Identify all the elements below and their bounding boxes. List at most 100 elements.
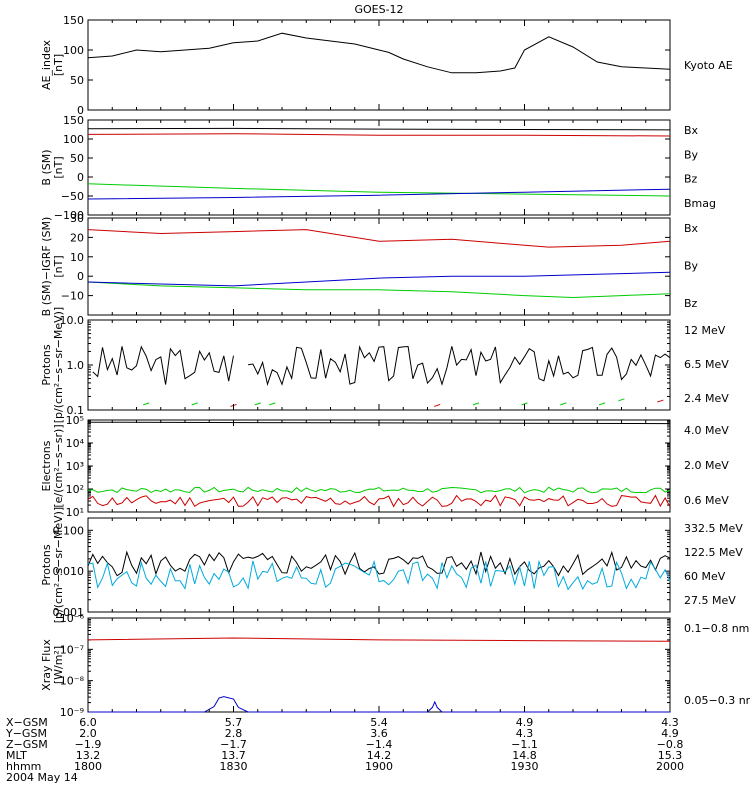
panel-frame (87, 419, 671, 513)
series-12-MeV-mark (657, 399, 664, 403)
ylabel: B (SM)−IGRF (SM) (40, 217, 53, 317)
xaxis-row-label: Y−GSM (5, 727, 47, 740)
ylabel: AE_index (40, 39, 53, 90)
plot-title: GOES-12 (354, 3, 403, 16)
ytick-label: 0 (77, 171, 84, 184)
ytick-label: 10¹ (66, 506, 84, 519)
series-Bz (87, 133, 671, 137)
ylabel: [nT] (52, 255, 65, 277)
xaxis-value: 13.2 (76, 749, 101, 762)
series-By (87, 281, 671, 299)
ytick-label: 50 (70, 74, 84, 87)
ytick-label: 10⁻⁸ (60, 675, 85, 688)
ytick-label: 10⁴ (66, 437, 85, 450)
series-6-5-MeV-mark (618, 398, 625, 402)
ytick-label: 10³ (66, 460, 84, 473)
legend-2-4-MeV: 2.4 MeV (684, 392, 729, 405)
legend-12-MeV: 12 MeV (684, 324, 726, 337)
panel-b: −100 −50 0 50 100 150 B (SM) [nT] Bx By Bz Bmag (40, 114, 716, 222)
panel-xray: 10⁻⁹ 10⁻⁸ 10⁻⁷ 10⁻⁶ Xray Flux [W/m²] 0.1−0.8 n… (40, 612, 750, 719)
ytick-label: 100 (63, 133, 84, 146)
series-6-5-MeV-mark (191, 402, 198, 406)
xaxis-row-label: X−GSM (6, 716, 48, 729)
ylabel: Xray Flux (40, 639, 53, 691)
ytick-label: 0.1 (67, 404, 85, 417)
series-0-1-0-8-nm (87, 637, 671, 642)
series-6-5-MeV-mark (560, 402, 567, 406)
ytick-label: 10⁵ (66, 414, 84, 427)
series-Bx (87, 271, 671, 287)
xaxis-row-label: MLT (6, 749, 27, 762)
series-6-5-MeV-mark (598, 402, 606, 406)
series-2-0-MeV (87, 486, 671, 494)
legend-0-6-MeV: 0.6 MeV (684, 494, 729, 507)
series-0-05-0-3-nm (88, 696, 670, 713)
ytick-label: 150 (63, 114, 84, 127)
legend-Bmag: Bmag (684, 197, 716, 210)
xaxis-value: 1930 (511, 760, 539, 773)
xaxis-value: −1.1 (511, 738, 538, 751)
ytick-label: −50 (61, 190, 84, 203)
legend-Bz: Bz (684, 173, 698, 186)
ytick-label: 20 (70, 231, 84, 244)
xaxis-value: −1.9 (75, 738, 102, 751)
ylabel: [W/m²] (52, 646, 65, 684)
xaxis-value: 4.3 (661, 716, 679, 729)
xaxis-value: 3.6 (370, 727, 388, 740)
series-60-MeV (87, 559, 671, 591)
series-6-5-MeV-mark (254, 402, 261, 406)
xaxis-value: −0.8 (657, 738, 684, 751)
ytick-label: −100 (54, 209, 84, 222)
ytick-label: 10⁻⁶ (60, 612, 85, 625)
ytick-label: 10⁻⁹ (60, 706, 84, 719)
ylabel: [p/(cm²−s−sr−MeV)] (52, 507, 65, 623)
xaxis-value: 2000 (656, 760, 684, 773)
xaxis-row-label: Z−GSM (6, 738, 48, 751)
legend-Kyoto-AE: Kyoto AE (684, 59, 733, 72)
ytick-label: 10.0 (60, 314, 85, 327)
panel-ae: 0 50 100 150 AE_index [nT] Kyoto AE (40, 14, 733, 117)
series-2-4-MeV (248, 345, 671, 387)
xaxis-value: 1830 (220, 760, 248, 773)
ylabel: [p/(cm²−s−sr−MeV)] (52, 307, 65, 423)
legend-122-5-MeV: 122.5 MeV (684, 546, 743, 559)
panel-electrons: 10¹ 10² 10³ 10⁴ 10⁵ Electrons [e/(cm²−s−sr)] 4.… (40, 414, 729, 519)
panel-protons_low: 0.1 1.0 10.0 Protons [p/(cm²−s−sr−MeV)] 12 Me… (40, 307, 729, 423)
ylabel: Protons (40, 344, 53, 385)
ytick-label: 100 (63, 44, 84, 57)
ytick-label: 0.010 (53, 565, 85, 578)
panel-frame (87, 19, 671, 111)
panel-frame (87, 617, 671, 713)
series-12-MeV-mark (434, 403, 441, 407)
ytick-label: 0.100 (53, 524, 85, 537)
xaxis-value: 1800 (74, 760, 102, 773)
panel-frame (87, 217, 671, 316)
legend-0-1-0-8-nm: 0.1−0.8 nm (684, 622, 749, 635)
xaxis-value: 5.7 (225, 716, 243, 729)
ylabel: B (SM) (40, 149, 53, 185)
legend-6-5-MeV: 6.5 MeV (684, 358, 729, 371)
series-27-5-MeV (87, 550, 671, 577)
ytick-label: 30 (70, 212, 84, 225)
xaxis-value: 2.0 (79, 727, 97, 740)
ytick-label: 10² (66, 483, 84, 496)
series-Bx (87, 188, 671, 200)
legend-0-05-0-3-nm: 0.05−0.3 nm (684, 694, 750, 707)
xaxis-value: −1.4 (366, 738, 393, 751)
xaxis-value: 5.4 (370, 716, 388, 729)
series-2-4-MeV (92, 345, 234, 385)
ylabel: [nT] (52, 156, 65, 178)
xaxis-value: 1900 (365, 760, 393, 773)
legend-332-5-MeV: 332.5 MeV (684, 522, 743, 535)
ylabel: [nT] (52, 54, 65, 76)
legend-60-MeV: 60 MeV (684, 570, 726, 583)
panel-frame (87, 517, 671, 613)
legend-By: By (684, 260, 699, 273)
legend-Bx: Bx (684, 222, 699, 235)
date-label: 2004 May 14 (6, 771, 78, 784)
xaxis-value: 14.8 (512, 749, 537, 762)
